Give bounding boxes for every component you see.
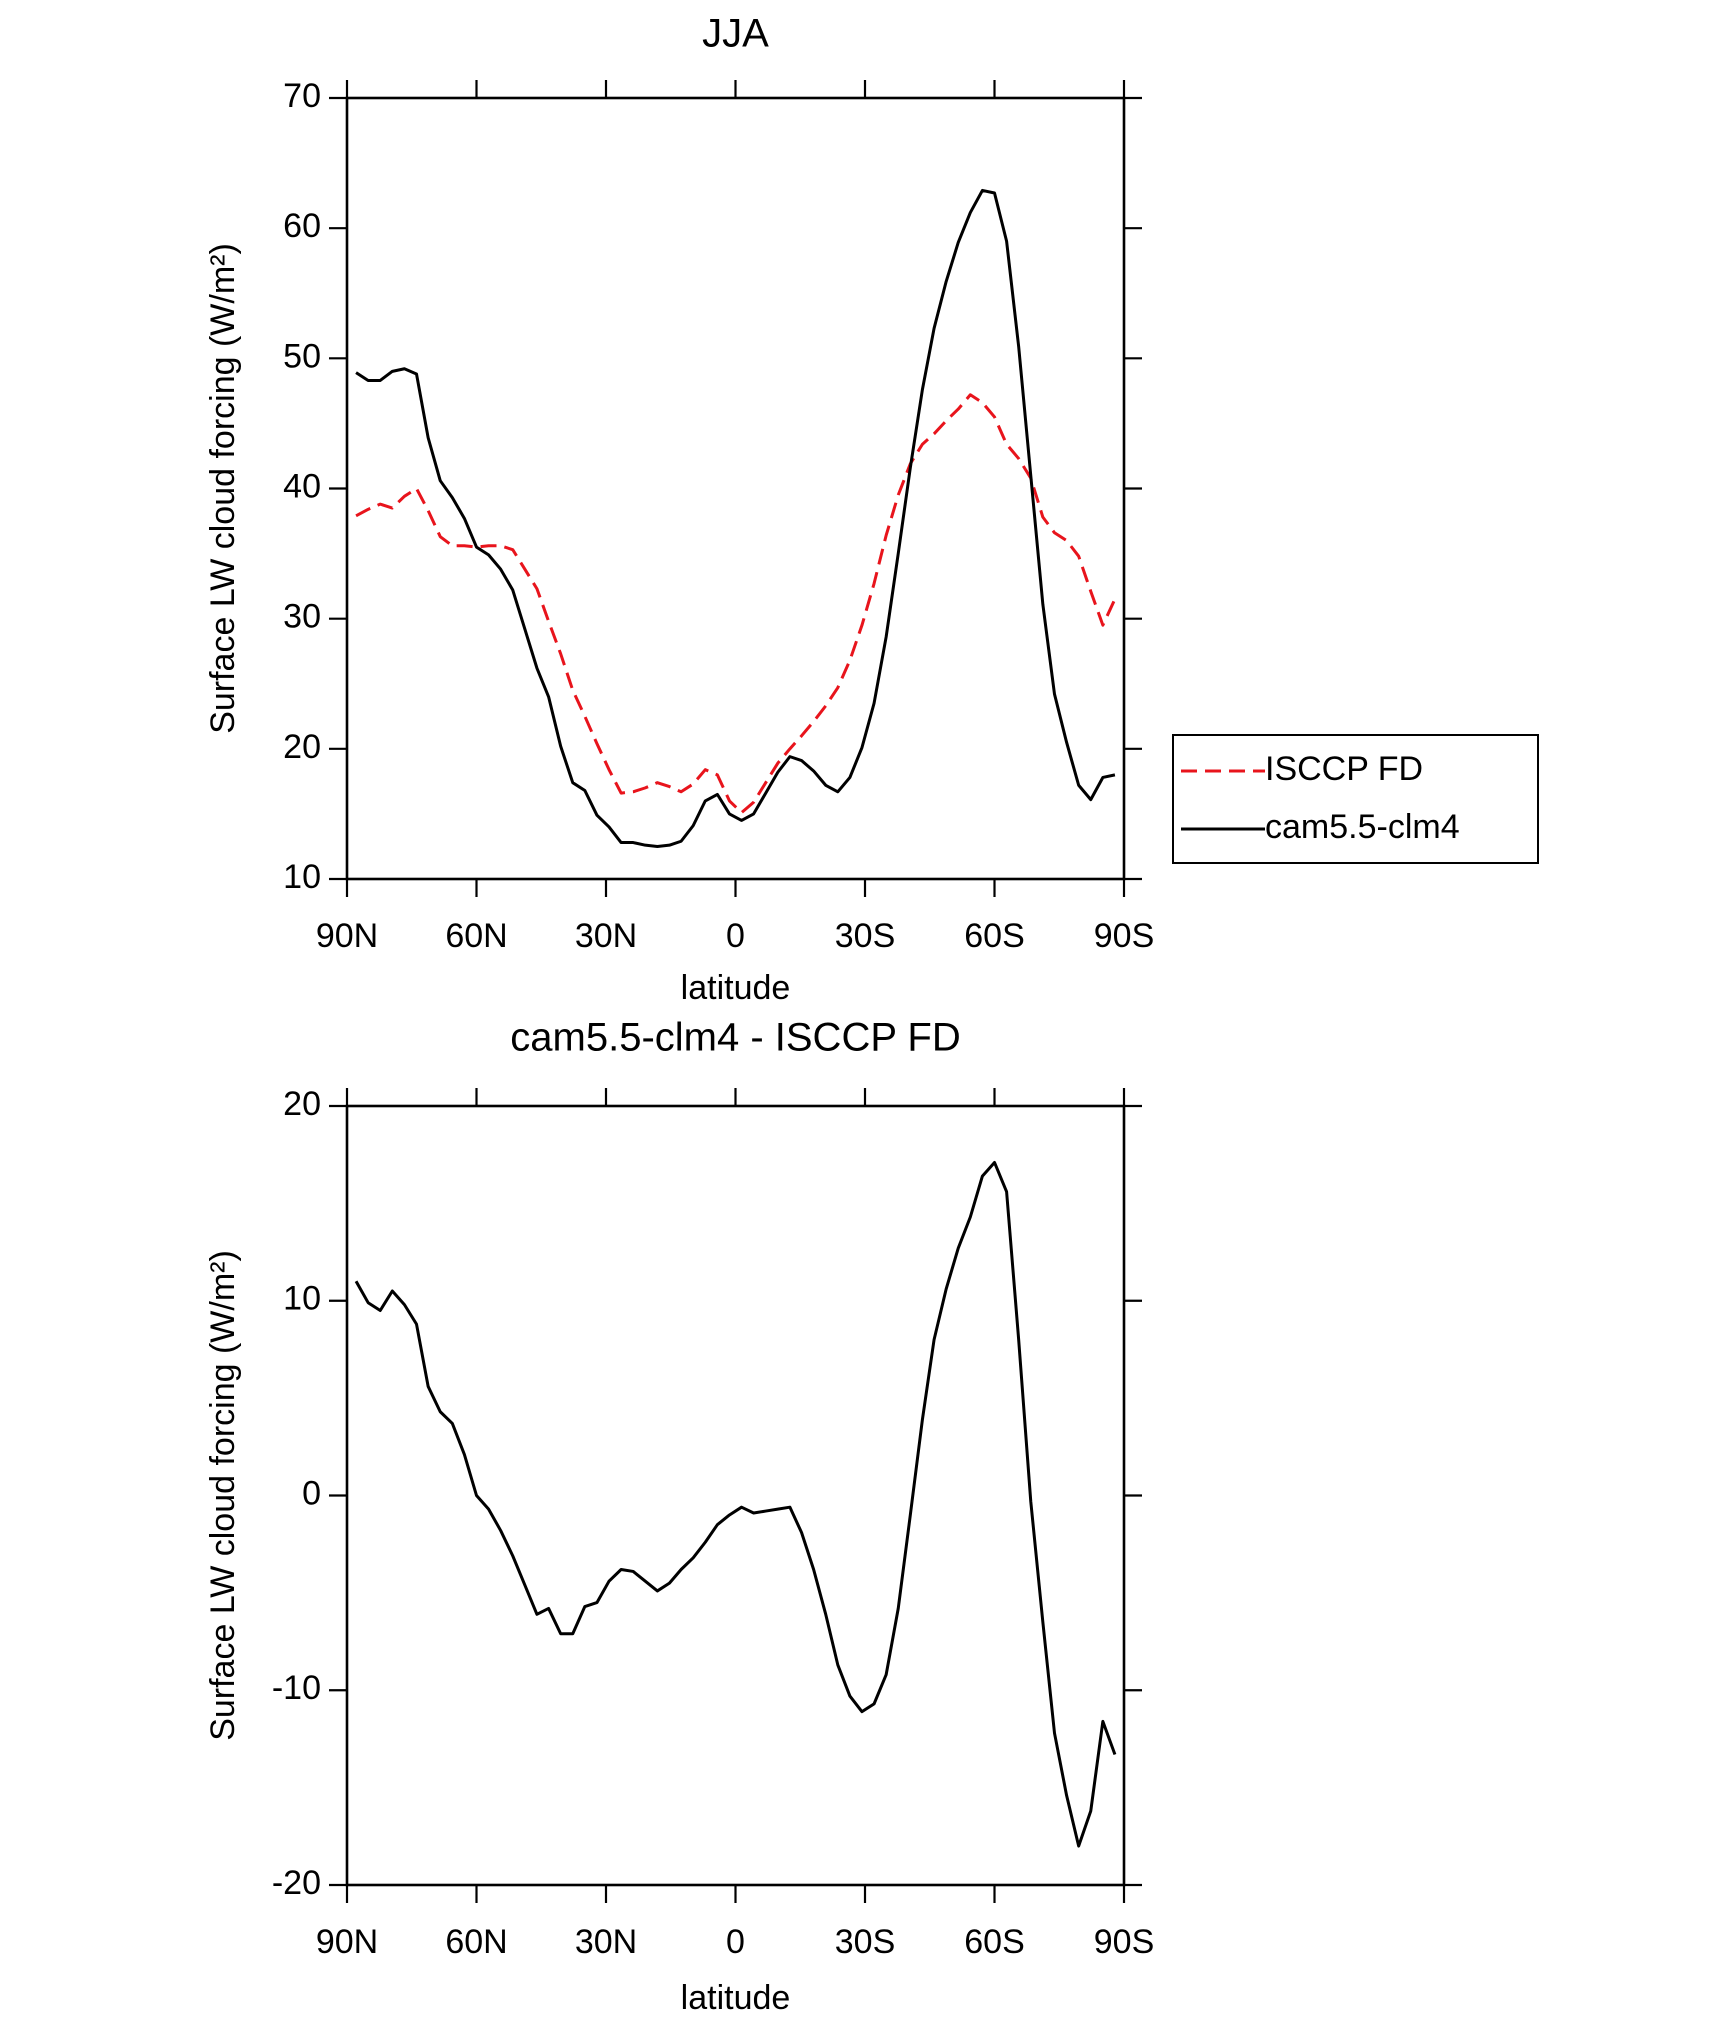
legend-label: cam5.5-clm4: [1265, 808, 1460, 846]
x-tick-label: 60S: [964, 917, 1025, 955]
y-tick-label: 70: [283, 77, 321, 115]
data-line: [354, 1160, 1117, 1848]
x-tick-label: 60N: [445, 917, 507, 955]
y-axis-label: Surface LW cloud forcing (W/m²): [204, 1250, 242, 1741]
x-tick-label: 90S: [1094, 917, 1155, 955]
x-tick-label: 0: [726, 917, 745, 955]
y-axis-label: Surface LW cloud forcing (W/m²): [204, 243, 242, 734]
x-tick-label: 30N: [575, 1923, 637, 1961]
x-tick-label: 30S: [835, 917, 896, 955]
data-line: [355, 393, 1117, 815]
x-tick-label: 90N: [316, 1923, 378, 1961]
y-tick-label: 50: [283, 337, 321, 375]
y-tick-label: 20: [283, 728, 321, 766]
chart-title: JJA: [702, 12, 769, 56]
x-tick-label: 0: [726, 1923, 745, 1961]
y-tick-label: -10: [272, 1669, 321, 1707]
y-tick-label: 30: [283, 598, 321, 636]
plot-frame: [345, 1104, 1126, 1887]
x-tick-label: 30N: [575, 917, 637, 955]
y-tick-label: -20: [272, 1864, 321, 1902]
plot-frame: [345, 96, 1126, 881]
y-tick-label: 40: [283, 467, 321, 505]
data-line: [355, 188, 1116, 848]
y-tick-label: 10: [283, 858, 321, 896]
x-tick-label: 60N: [445, 1923, 507, 1961]
legend-label: ISCCP FD: [1265, 750, 1423, 788]
y-tick-label: 20: [283, 1085, 321, 1123]
x-tick-label: 30S: [835, 1923, 896, 1961]
x-tick-label: 60S: [964, 1923, 1025, 1961]
y-tick-label: 10: [283, 1280, 321, 1318]
y-tick-label: 60: [283, 207, 321, 245]
x-axis-label: latitude: [681, 969, 791, 1007]
y-tick-label: 0: [302, 1474, 321, 1512]
legend-box: [1172, 734, 1539, 864]
x-axis-label: latitude: [681, 1979, 791, 2017]
x-tick-label: 90S: [1094, 1923, 1155, 1961]
chart-title: cam5.5-clm4 - ISCCP FD: [510, 1016, 960, 1060]
x-tick-label: 90N: [316, 917, 378, 955]
